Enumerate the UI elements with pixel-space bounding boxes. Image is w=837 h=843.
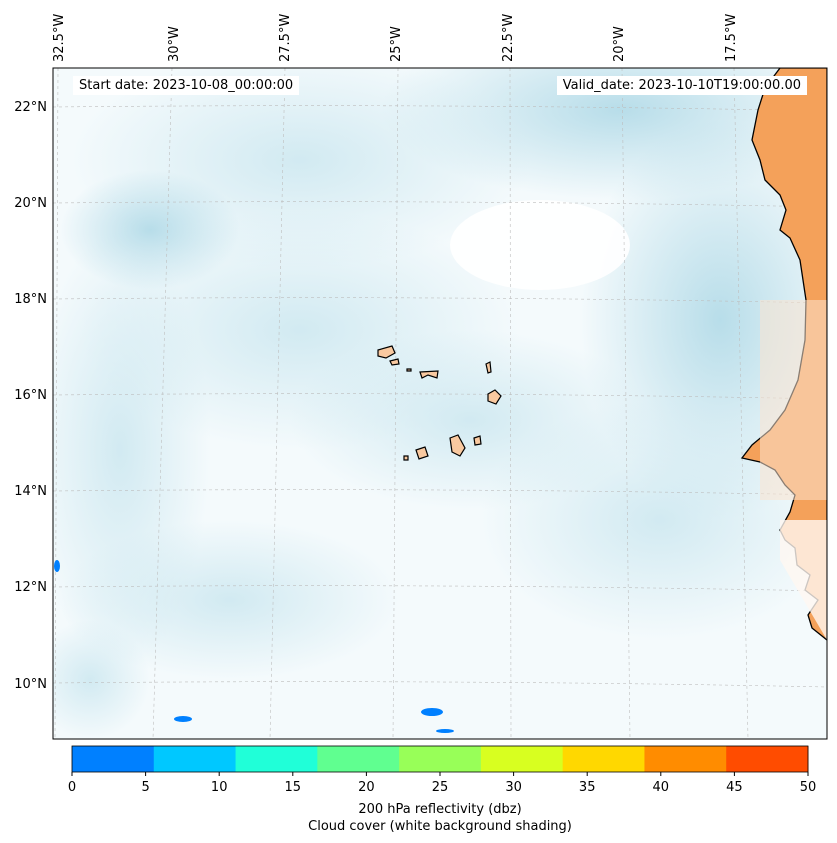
colorbar: 0 5 10 15 20 25 30 35 40 45 50	[68, 745, 817, 795]
latitude-label: 20°N	[14, 196, 47, 211]
longitude-label: 17.5°W	[724, 14, 739, 62]
colorbar-segment	[644, 746, 727, 772]
colorbar-segment	[399, 746, 482, 772]
colorbar-segment	[153, 746, 237, 772]
colorbar-tick-label: 45	[726, 780, 743, 795]
latitude-label: 16°N	[14, 388, 47, 403]
colorbar-tick-label: 15	[285, 780, 302, 795]
longitude-labels: 32.5°W 30°W 27.5°W 25°W 22.5°W 20°W 17.5°W	[52, 14, 739, 62]
colorbar-tick-label: 30	[505, 780, 522, 795]
latitude-labels: 22°N 20°N 18°N 16°N 14°N 12°N 10°N	[14, 100, 47, 692]
cape-verde-islands	[377, 345, 502, 461]
colorbar-tick-label: 35	[579, 780, 596, 795]
colorbar-tick-label: 25	[432, 780, 449, 795]
colorbar-segment	[235, 746, 318, 772]
reflectivity-echoes	[54, 560, 454, 733]
longitude-label: 25°W	[389, 26, 404, 62]
colorbar-tick-label: 10	[211, 780, 228, 795]
colorbar-segment	[562, 746, 645, 772]
latitude-label: 14°N	[14, 484, 47, 499]
colorbar-tick-label: 50	[800, 780, 817, 795]
latitude-label: 12°N	[14, 580, 47, 595]
colorbar-tick-label: 0	[68, 780, 76, 795]
longitude-label: 27.5°W	[278, 14, 293, 62]
cloud-shading	[53, 68, 827, 739]
colorbar-tick-label: 5	[141, 780, 149, 795]
colorbar-segment	[72, 746, 155, 772]
colorbar-tick-label: 40	[653, 780, 670, 795]
latitude-label: 10°N	[14, 677, 47, 692]
latitude-label: 18°N	[14, 292, 47, 307]
valid-date-label: Valid_date: 2023-10-10T19:00:00.00	[556, 76, 807, 95]
latitude-label: 22°N	[14, 100, 47, 115]
longitude-label: 22.5°W	[501, 14, 516, 62]
longitude-label: 20°W	[612, 26, 627, 62]
longitude-label: 30°W	[167, 26, 182, 62]
gridlines	[52, 67, 828, 740]
colorbar-label: 200 hPa reflectivity (dbz)	[358, 802, 521, 817]
longitude-label: 32.5°W	[52, 14, 67, 62]
colorbar-segment	[726, 746, 809, 772]
colorbar-segment	[317, 746, 400, 772]
colorbar-tick-label: 20	[358, 780, 375, 795]
colorbar-sublabel: Cloud cover (white background shading)	[308, 819, 572, 834]
start-date-label: Start date: 2023-10-08_00:00:00	[73, 76, 300, 95]
colorbar-segment	[480, 746, 564, 772]
